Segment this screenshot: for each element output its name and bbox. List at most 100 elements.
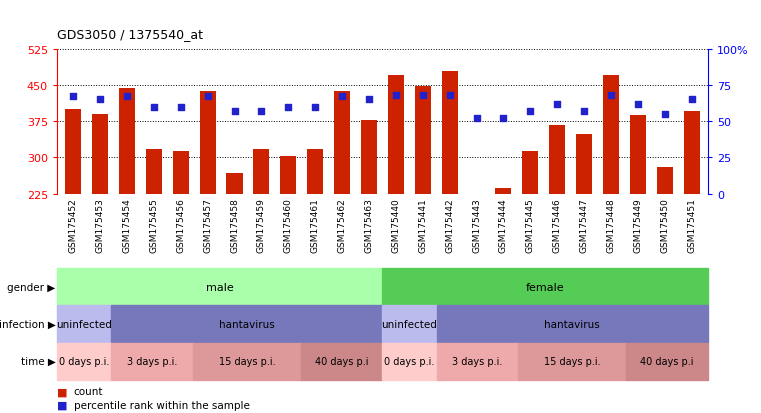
Bar xyxy=(199,92,215,194)
Bar xyxy=(280,157,296,194)
Bar xyxy=(657,168,673,194)
Point xyxy=(121,94,133,101)
Text: GSM175452: GSM175452 xyxy=(68,198,78,252)
Text: time ▶: time ▶ xyxy=(21,356,56,366)
Text: GSM175442: GSM175442 xyxy=(445,198,454,252)
Bar xyxy=(630,116,646,194)
Bar xyxy=(518,343,626,380)
Bar xyxy=(576,135,592,194)
Point xyxy=(686,97,698,104)
Bar xyxy=(549,125,565,194)
Text: GSM175450: GSM175450 xyxy=(661,198,669,253)
Point xyxy=(470,116,482,122)
Point xyxy=(256,109,268,115)
Point xyxy=(632,101,644,108)
Point xyxy=(444,93,456,99)
Text: GSM175454: GSM175454 xyxy=(123,198,132,252)
Point xyxy=(202,94,214,101)
Text: GSM175443: GSM175443 xyxy=(472,198,481,252)
Bar xyxy=(146,150,162,194)
Point xyxy=(336,94,349,101)
Bar xyxy=(301,343,382,380)
Text: GSM175455: GSM175455 xyxy=(149,198,158,253)
Text: GSM175449: GSM175449 xyxy=(633,198,642,252)
Text: GSM175444: GSM175444 xyxy=(499,198,508,252)
Bar xyxy=(437,306,708,343)
Bar xyxy=(57,306,111,343)
Text: GSM175453: GSM175453 xyxy=(96,198,104,253)
Text: count: count xyxy=(74,387,103,396)
Text: 3 days p.i.: 3 days p.i. xyxy=(452,356,502,366)
Text: percentile rank within the sample: percentile rank within the sample xyxy=(74,400,250,410)
Text: GSM175461: GSM175461 xyxy=(310,198,320,253)
Text: uninfected: uninfected xyxy=(56,319,112,329)
Point xyxy=(228,109,240,115)
Text: 40 days p.i: 40 days p.i xyxy=(640,356,694,366)
Bar xyxy=(415,87,431,194)
Text: male: male xyxy=(206,282,234,292)
Text: GSM175445: GSM175445 xyxy=(526,198,535,252)
Text: GSM175463: GSM175463 xyxy=(365,198,374,253)
Bar xyxy=(334,92,350,194)
Bar xyxy=(469,194,485,196)
Bar xyxy=(92,115,108,194)
Text: GSM175460: GSM175460 xyxy=(284,198,293,253)
Text: 0 days p.i.: 0 days p.i. xyxy=(384,356,435,366)
Text: 3 days p.i.: 3 days p.i. xyxy=(127,356,177,366)
Bar xyxy=(382,306,437,343)
Bar xyxy=(495,188,511,194)
Text: 40 days p.i: 40 days p.i xyxy=(315,356,368,366)
Text: hantavirus: hantavirus xyxy=(219,319,275,329)
Text: GSM175457: GSM175457 xyxy=(203,198,212,253)
Text: GSM175441: GSM175441 xyxy=(419,198,427,252)
Bar xyxy=(173,152,189,194)
Point xyxy=(94,97,107,104)
Text: GSM175448: GSM175448 xyxy=(607,198,616,252)
Bar xyxy=(57,268,382,306)
Point xyxy=(390,93,402,99)
Bar xyxy=(111,306,382,343)
Text: 15 days p.i.: 15 days p.i. xyxy=(544,356,600,366)
Text: 0 days p.i.: 0 days p.i. xyxy=(59,356,110,366)
Point xyxy=(363,97,375,104)
Bar xyxy=(382,343,437,380)
Point xyxy=(658,112,670,118)
Bar xyxy=(193,343,301,380)
Text: infection ▶: infection ▶ xyxy=(0,319,56,329)
Text: GSM175459: GSM175459 xyxy=(257,198,266,253)
Text: 15 days p.i.: 15 days p.i. xyxy=(218,356,275,366)
Bar xyxy=(65,110,81,194)
Point xyxy=(416,93,428,99)
Bar xyxy=(626,343,708,380)
Bar xyxy=(388,76,404,194)
Bar xyxy=(119,89,135,194)
Text: GSM175451: GSM175451 xyxy=(687,198,696,253)
Text: GSM175462: GSM175462 xyxy=(338,198,346,252)
Point xyxy=(175,104,187,111)
Text: GSM175456: GSM175456 xyxy=(177,198,185,253)
Bar xyxy=(603,76,619,194)
Text: ■: ■ xyxy=(57,387,68,396)
Bar xyxy=(441,72,457,194)
Text: ■: ■ xyxy=(57,400,68,410)
Point xyxy=(282,104,295,111)
Text: hantavirus: hantavirus xyxy=(544,319,600,329)
Point xyxy=(497,116,509,122)
Point xyxy=(578,109,590,115)
Bar xyxy=(437,343,518,380)
Text: GSM175447: GSM175447 xyxy=(580,198,588,252)
Point xyxy=(67,94,79,101)
Bar xyxy=(307,150,323,194)
Text: uninfected: uninfected xyxy=(381,319,438,329)
Bar xyxy=(227,173,243,194)
Bar xyxy=(57,343,111,380)
Text: GSM175440: GSM175440 xyxy=(391,198,400,252)
Point xyxy=(605,93,617,99)
Bar xyxy=(361,121,377,194)
Text: female: female xyxy=(526,282,565,292)
Text: GSM175446: GSM175446 xyxy=(552,198,562,252)
Text: gender ▶: gender ▶ xyxy=(8,282,56,292)
Point xyxy=(148,104,160,111)
Text: GDS3050 / 1375540_at: GDS3050 / 1375540_at xyxy=(57,28,203,41)
Point xyxy=(309,104,321,111)
